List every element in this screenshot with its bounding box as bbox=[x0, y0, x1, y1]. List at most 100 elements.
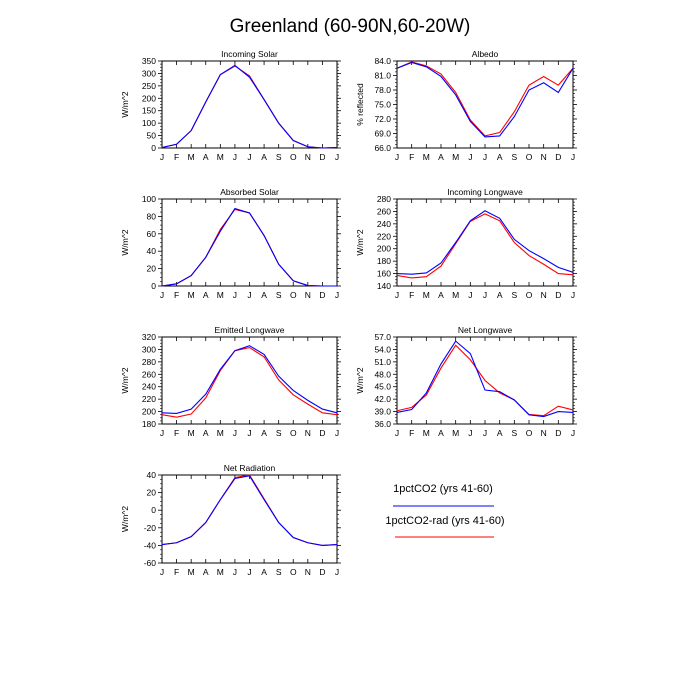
x-tick-label: J bbox=[395, 290, 399, 300]
y-tick-label: 20 bbox=[147, 488, 157, 498]
x-tick-label: S bbox=[276, 290, 282, 300]
panel-emitted-longwave: J F M A M J J A S O N D J180200220240260280300320Emi… bbox=[120, 325, 341, 438]
x-tick-label: A bbox=[261, 152, 267, 162]
y-tick-label: 84.0 bbox=[374, 56, 391, 66]
x-tick-label: O bbox=[290, 567, 297, 577]
x-tick-label: F bbox=[409, 428, 414, 438]
y-tick-label: 280 bbox=[377, 194, 391, 204]
x-tick-label: F bbox=[174, 567, 179, 577]
x-tick-label: J bbox=[571, 152, 575, 162]
x-tick-label: F bbox=[174, 152, 179, 162]
x-tick-label: S bbox=[511, 290, 517, 300]
x-tick-label: N bbox=[541, 428, 547, 438]
y-tick-label: 69.0 bbox=[374, 129, 391, 139]
x-tick-label: N bbox=[305, 567, 311, 577]
x-tick-label: J bbox=[160, 567, 164, 577]
y-tick-label: 48.0 bbox=[374, 369, 391, 379]
x-tick-label: M bbox=[217, 152, 224, 162]
x-tick-label: A bbox=[497, 428, 503, 438]
y-tick-label: 81.0 bbox=[374, 71, 391, 81]
y-tick-label: -20 bbox=[144, 523, 157, 533]
legend-label-1pctco2: 1pctCO2 (yrs 41-60) bbox=[393, 483, 493, 495]
x-tick-label: D bbox=[555, 290, 561, 300]
x-tick-label: M bbox=[188, 290, 195, 300]
x-tick-label: O bbox=[526, 152, 533, 162]
x-tick-label: M bbox=[217, 290, 224, 300]
y-tick-label: 260 bbox=[377, 206, 391, 216]
x-tick-label: F bbox=[409, 290, 414, 300]
x-tick-label: S bbox=[276, 152, 282, 162]
x-tick-label: A bbox=[261, 290, 267, 300]
y-tick-label: 78.0 bbox=[374, 85, 391, 95]
x-tick-label: O bbox=[290, 428, 297, 438]
x-tick-label: A bbox=[438, 152, 444, 162]
x-tick-label: J bbox=[160, 152, 164, 162]
series-line-1pctco2-rad-yrs-41-60 bbox=[161, 65, 338, 149]
x-tick-label: N bbox=[541, 152, 547, 162]
x-tick-label: S bbox=[276, 567, 282, 577]
y-tick-label: 240 bbox=[142, 382, 156, 392]
y-tick-label: 42.0 bbox=[374, 394, 391, 404]
x-tick-label: J bbox=[335, 428, 339, 438]
y-axis-label: W/m^2 bbox=[355, 229, 365, 255]
x-tick-label: N bbox=[305, 428, 311, 438]
y-axis-label: W/m^2 bbox=[120, 367, 130, 393]
y-tick-label: 250 bbox=[142, 81, 156, 91]
x-tick-label: J bbox=[233, 428, 237, 438]
x-tick-label: M bbox=[188, 428, 195, 438]
y-axis-label: W/m^2 bbox=[355, 367, 365, 393]
panel-title: Net Radiation bbox=[224, 463, 276, 473]
y-tick-label: 100 bbox=[142, 118, 156, 128]
x-tick-label: O bbox=[526, 428, 533, 438]
y-axis-label: W/m^2 bbox=[120, 229, 130, 255]
x-tick-label: J bbox=[395, 428, 399, 438]
y-tick-label: 260 bbox=[142, 369, 156, 379]
y-tick-label: 140 bbox=[377, 281, 391, 291]
series-line-1pctco2-yrs-41-60 bbox=[161, 345, 338, 414]
x-tick-label: J bbox=[160, 428, 164, 438]
x-tick-label: J bbox=[247, 567, 251, 577]
x-tick-label: A bbox=[203, 428, 209, 438]
legend-label-1pctco2-rad: 1pctCO2-rad (yrs 41-60) bbox=[385, 515, 504, 527]
x-tick-label: D bbox=[319, 290, 325, 300]
x-tick-label: F bbox=[174, 428, 179, 438]
y-tick-label: 180 bbox=[142, 419, 156, 429]
x-tick-label: S bbox=[511, 428, 517, 438]
x-tick-label: J bbox=[247, 152, 251, 162]
x-tick-label: M bbox=[423, 290, 430, 300]
x-tick-label: A bbox=[438, 290, 444, 300]
y-axis-label: W/m^2 bbox=[120, 91, 130, 117]
x-tick-label: F bbox=[174, 290, 179, 300]
x-tick-label: M bbox=[452, 290, 459, 300]
figure-title: Greenland (60-90N,60-20W) bbox=[230, 16, 471, 37]
x-tick-label: M bbox=[452, 428, 459, 438]
x-tick-label: N bbox=[541, 290, 547, 300]
y-tick-label: 57.0 bbox=[374, 332, 391, 342]
y-tick-label: 180 bbox=[377, 256, 391, 266]
x-tick-label: A bbox=[497, 290, 503, 300]
x-tick-label: J bbox=[247, 428, 251, 438]
x-tick-label: A bbox=[203, 290, 209, 300]
y-tick-label: 80 bbox=[147, 211, 157, 221]
y-tick-label: 40 bbox=[147, 246, 157, 256]
y-tick-label: 36.0 bbox=[374, 419, 391, 429]
x-tick-label: J bbox=[483, 428, 487, 438]
y-tick-label: 66.0 bbox=[374, 143, 391, 153]
y-tick-label: 20 bbox=[147, 264, 157, 274]
y-tick-label: 0 bbox=[151, 505, 156, 515]
panel-title: Incoming Solar bbox=[221, 49, 278, 59]
y-tick-label: 150 bbox=[142, 106, 156, 116]
x-tick-label: M bbox=[188, 567, 195, 577]
plot-frame bbox=[161, 60, 338, 149]
y-tick-label: 350 bbox=[142, 56, 156, 66]
y-tick-label: 220 bbox=[377, 231, 391, 241]
y-tick-label: 200 bbox=[377, 244, 391, 254]
x-tick-label: D bbox=[319, 428, 325, 438]
y-tick-label: -40 bbox=[144, 540, 157, 550]
series-line-1pctco2-yrs-41-60 bbox=[396, 210, 574, 275]
y-tick-label: 280 bbox=[142, 357, 156, 367]
x-tick-label: M bbox=[217, 428, 224, 438]
x-tick-label: S bbox=[511, 152, 517, 162]
plot-frame bbox=[161, 474, 338, 564]
